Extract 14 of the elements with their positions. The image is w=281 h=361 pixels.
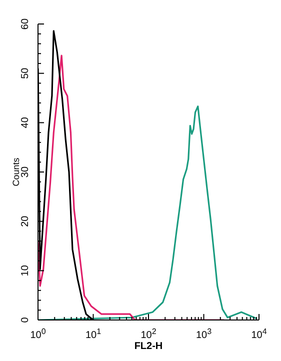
x-tick-label: 10$^{1}$	[85, 326, 102, 341]
x-tick-label: 10$^{0}$	[30, 326, 46, 341]
y-tick-label: 40	[20, 116, 31, 128]
y-tick-label: 30	[20, 166, 31, 178]
y-tick-label: 60	[20, 18, 31, 30]
x-axis-title: FL2-H	[134, 341, 163, 352]
x-tick-label: 10$^{3}$	[196, 326, 212, 341]
y-tick-label: 50	[20, 67, 31, 79]
y-axis-title: Counts	[11, 157, 21, 186]
x-tick-label: 10$^{4}$	[251, 326, 268, 341]
y-tick-label: 0	[20, 316, 31, 323]
x-tick-label: 10$^{2}$	[140, 326, 157, 341]
y-tick-label: 10	[20, 264, 31, 276]
y-tick-label: 20	[20, 215, 31, 227]
